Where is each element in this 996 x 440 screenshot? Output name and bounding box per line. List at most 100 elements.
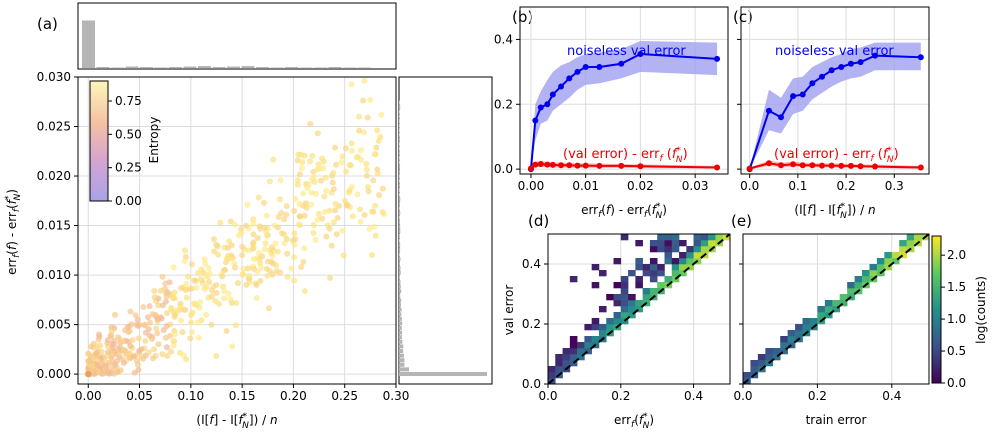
- scatter-point: [333, 161, 340, 168]
- scatter-point: [284, 250, 291, 257]
- scatter-point: [244, 201, 251, 208]
- colorbar-tick-label: 1.0: [947, 312, 966, 326]
- scatter-point: [120, 360, 127, 367]
- scatter-point: [177, 303, 184, 310]
- series-marker: [558, 83, 565, 90]
- scatter-point: [294, 157, 301, 164]
- scatter-point: [338, 159, 345, 166]
- scatter-point: [354, 191, 361, 198]
- right-hist-bar: [399, 307, 402, 312]
- series-marker: [637, 51, 644, 58]
- scatter-point: [127, 343, 134, 350]
- right-hist-bar: [399, 275, 400, 280]
- scatter-point: [223, 255, 230, 262]
- heatmap-cell: [869, 264, 878, 271]
- heatmap-cell: [671, 246, 680, 253]
- scatter-point: [136, 347, 143, 354]
- scatter-point: [246, 279, 253, 286]
- scatter-point: [119, 338, 126, 345]
- heatmap-cell: [862, 270, 870, 277]
- scatter-point: [208, 321, 215, 328]
- scatter-point: [157, 287, 164, 294]
- scatter-point: [264, 272, 271, 279]
- y-tick-label: 0.4: [494, 32, 513, 46]
- scatter-point: [315, 161, 322, 168]
- scatter-point: [219, 283, 226, 290]
- heatmap-cell: [584, 342, 592, 349]
- scatter-point: [201, 256, 208, 263]
- top-hist-bar: [299, 67, 313, 68]
- diagonal-line-d: [548, 234, 730, 384]
- diagonal-line-e: [743, 234, 929, 384]
- heatmap-cell: [664, 234, 673, 241]
- scatter-point: [283, 211, 290, 218]
- y-tick-label: 0.015: [37, 219, 71, 233]
- scatter-point: [135, 323, 142, 330]
- scatter-point: [129, 337, 136, 344]
- scatter-point: [171, 313, 178, 320]
- y-tick-label: 0.4: [522, 257, 541, 271]
- scatter-point: [85, 350, 92, 357]
- scatter-point: [308, 201, 315, 208]
- scatter-point: [188, 329, 195, 336]
- scatter-point: [363, 166, 370, 173]
- scatter-point: [343, 168, 350, 175]
- right-hist-bar: [399, 353, 404, 358]
- scatter-point: [340, 252, 347, 259]
- heatmap-cell: [620, 282, 629, 289]
- scatter-point: [231, 221, 238, 228]
- heatmap-cell: [832, 306, 841, 313]
- scatter-point: [332, 207, 339, 214]
- series-marker: [799, 162, 806, 169]
- colorbar-tick-label: 0.00: [115, 194, 142, 208]
- axes-frame-d: [547, 233, 731, 385]
- scatter-point: [149, 336, 156, 343]
- right-hist-bar: [399, 289, 402, 294]
- x-tick-label: 0.00: [75, 389, 102, 403]
- scatter-point: [172, 331, 179, 338]
- series-marker: [818, 73, 825, 80]
- heatmap-cell: [824, 300, 833, 307]
- right-hist-bar: [399, 155, 400, 160]
- heatmap-cell: [787, 342, 796, 349]
- scatter-point: [295, 221, 302, 228]
- heatmap-cell: [715, 234, 724, 241]
- panel-label-a: (a): [37, 15, 58, 33]
- right-hist-bar: [399, 109, 400, 114]
- heatmap-cell: [708, 234, 716, 241]
- x-tick-label: 0.00: [518, 179, 545, 193]
- scatter-point: [342, 145, 349, 152]
- series-marker: [838, 63, 845, 70]
- heatmap-cell: [824, 312, 833, 319]
- scatter-point: [124, 323, 131, 330]
- right-hist-bar: [399, 178, 400, 183]
- scatter-point: [227, 296, 234, 303]
- heatmap-cell: [876, 264, 885, 271]
- scatter-point: [365, 188, 372, 195]
- right-hist-bar: [399, 206, 400, 211]
- scatter-point: [262, 240, 269, 247]
- scatter-point: [367, 96, 374, 103]
- scatter-point: [332, 200, 339, 207]
- scatter-point: [363, 172, 370, 179]
- heatmap-cell: [780, 342, 788, 349]
- scatter-point: [155, 341, 162, 348]
- scatter-point: [162, 334, 169, 341]
- heatmap-cell: [548, 366, 556, 373]
- scatter-point: [314, 130, 321, 137]
- scatter-point: [301, 288, 308, 295]
- axes-frame-c: [740, 6, 930, 175]
- scatter-point: [89, 362, 96, 369]
- scatter-point: [283, 203, 290, 210]
- scatter-point: [265, 305, 272, 312]
- right-marginal-frame: [398, 76, 493, 385]
- x-tick-label: 0.20: [280, 389, 307, 403]
- right-hist-bar: [399, 339, 403, 344]
- heatmap-cell: [613, 258, 622, 265]
- scatter-point: [197, 276, 204, 283]
- scatter-point: [312, 190, 319, 197]
- series-marker: [847, 60, 854, 67]
- scatter-point: [297, 213, 304, 220]
- heatmap-cell: [664, 240, 673, 247]
- series-marker: [714, 164, 721, 171]
